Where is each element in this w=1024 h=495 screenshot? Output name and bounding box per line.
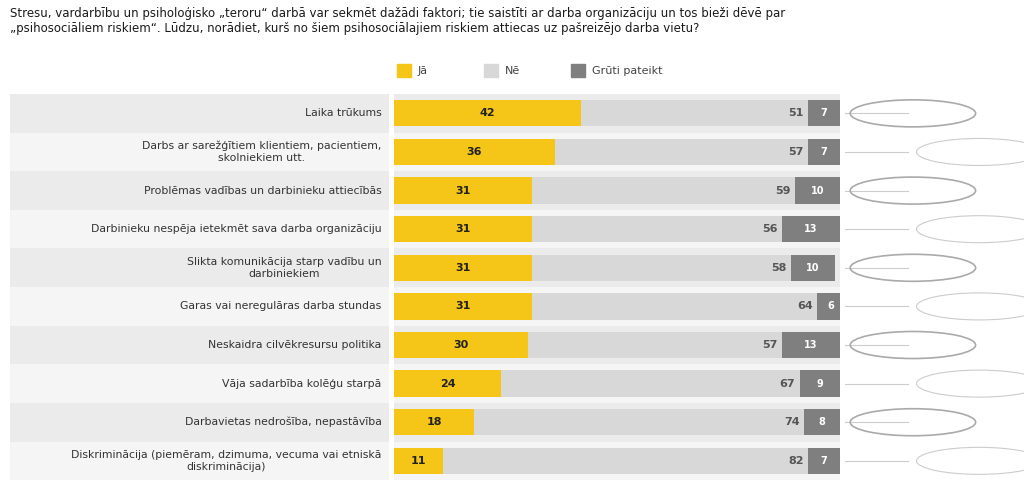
Text: Vāja sadarbība kolēģu starpā: Vāja sadarbība kolēģu starpā (222, 379, 382, 389)
Text: Diskriminācija (piemēram, dzimuma, vecuma vai etniskā
diskriminācija): Diskriminācija (piemēram, dzimuma, vecum… (71, 450, 382, 472)
Text: Garas vai neregulāras darba stundas: Garas vai neregulāras darba stundas (180, 301, 382, 311)
Text: 67: 67 (779, 379, 796, 389)
Bar (394, 100, 582, 127)
Bar (394, 177, 532, 204)
Bar (394, 326, 840, 364)
Text: 30: 30 (454, 340, 469, 350)
Text: Jā: Jā (418, 65, 428, 76)
Text: 59: 59 (775, 186, 791, 196)
Text: 18: 18 (427, 417, 442, 427)
Bar (394, 210, 840, 248)
Text: 24: 24 (440, 379, 456, 389)
Text: Neskaidra cilvēkresursu politika: Neskaidra cilvēkresursu politika (208, 340, 382, 350)
Bar (394, 409, 474, 436)
Text: Slikta komunikācija starp vadību un
darbiniekiem: Slikta komunikācija starp vadību un darb… (187, 257, 382, 279)
Bar (809, 447, 840, 474)
Bar (10, 94, 389, 133)
Text: Problēmas vadības un darbinieku attiecībās: Problēmas vadības un darbinieku attiecīb… (143, 186, 382, 196)
Bar (394, 293, 532, 320)
Bar (532, 216, 781, 243)
Bar (10, 133, 389, 171)
Bar (800, 370, 840, 397)
Text: 31: 31 (456, 301, 471, 311)
Bar (394, 248, 840, 287)
Text: Darbinieku nespēja ietekmēt sava darba organizāciju: Darbinieku nespēja ietekmēt sava darba o… (91, 224, 382, 234)
Text: Laika trūkums: Laika trūkums (305, 108, 382, 118)
Bar (394, 370, 501, 397)
Text: 31: 31 (456, 263, 471, 273)
Text: 10: 10 (811, 186, 824, 196)
Bar (394, 447, 443, 474)
Text: 13: 13 (804, 340, 817, 350)
Text: 7: 7 (820, 147, 827, 157)
Text: 51: 51 (788, 108, 804, 118)
Bar (809, 139, 840, 165)
Text: Grūti pateikt: Grūti pateikt (592, 65, 663, 76)
Bar (10, 248, 389, 287)
Text: Nē: Nē (505, 65, 520, 76)
Bar (809, 100, 840, 127)
Bar (10, 442, 389, 480)
Text: 58: 58 (771, 263, 786, 273)
Text: 56: 56 (762, 224, 777, 234)
Text: 7: 7 (820, 456, 827, 466)
Text: 82: 82 (788, 456, 804, 466)
Bar (394, 403, 840, 442)
Text: Darbs ar sarežģītiem klientiem, pacientiem,
skolniekiem utt.: Darbs ar sarežģītiem klientiem, pacienti… (142, 141, 382, 163)
Bar (10, 171, 389, 210)
Bar (10, 326, 389, 364)
Bar (555, 139, 809, 165)
Text: 13: 13 (804, 224, 817, 234)
Text: 31: 31 (456, 224, 471, 234)
Bar (10, 210, 389, 248)
Bar (532, 293, 817, 320)
Text: 42: 42 (480, 108, 496, 118)
Bar (796, 177, 840, 204)
Bar (394, 139, 555, 165)
Text: 7: 7 (820, 108, 827, 118)
Text: 31: 31 (456, 186, 471, 196)
Bar (394, 171, 840, 210)
Bar (781, 216, 840, 243)
Bar (10, 364, 389, 403)
Bar (394, 287, 840, 326)
Text: 36: 36 (467, 147, 482, 157)
Bar (532, 254, 791, 281)
Bar (394, 94, 840, 133)
Bar (817, 293, 844, 320)
Bar (394, 332, 528, 358)
Bar (394, 133, 840, 171)
Bar (804, 409, 840, 436)
Bar (781, 332, 840, 358)
Bar (10, 287, 389, 326)
Text: 64: 64 (798, 301, 813, 311)
Bar (443, 447, 809, 474)
Text: 11: 11 (411, 456, 426, 466)
Text: 8: 8 (818, 417, 825, 427)
Bar (791, 254, 836, 281)
Text: „psihosociāliem riskiem“. Lūdzu, norādiet, kurš no šiem psihosociālajiem riskiem: „psihosociāliem riskiem“. Lūdzu, norādie… (10, 22, 699, 35)
Bar (394, 364, 840, 403)
Text: 10: 10 (806, 263, 819, 273)
Text: 6: 6 (827, 301, 835, 311)
Bar (394, 216, 532, 243)
Text: Darbavietas nedrošība, nepastāvība: Darbavietas nedrošība, nepastāvība (184, 417, 382, 428)
Bar (582, 100, 809, 127)
Bar (501, 370, 800, 397)
Bar (10, 403, 389, 442)
Text: 9: 9 (816, 379, 823, 389)
Text: 57: 57 (762, 340, 777, 350)
Text: 74: 74 (784, 417, 800, 427)
Text: 57: 57 (788, 147, 804, 157)
Bar (528, 332, 781, 358)
Bar (532, 177, 796, 204)
Bar (394, 254, 532, 281)
Bar (394, 442, 840, 480)
Text: Stresu, vardarbību un psiholoģisko „teroru“ darbā var sekmēt dažādi faktori; tie: Stresu, vardarbību un psiholoģisko „tero… (10, 7, 785, 20)
Bar (474, 409, 804, 436)
